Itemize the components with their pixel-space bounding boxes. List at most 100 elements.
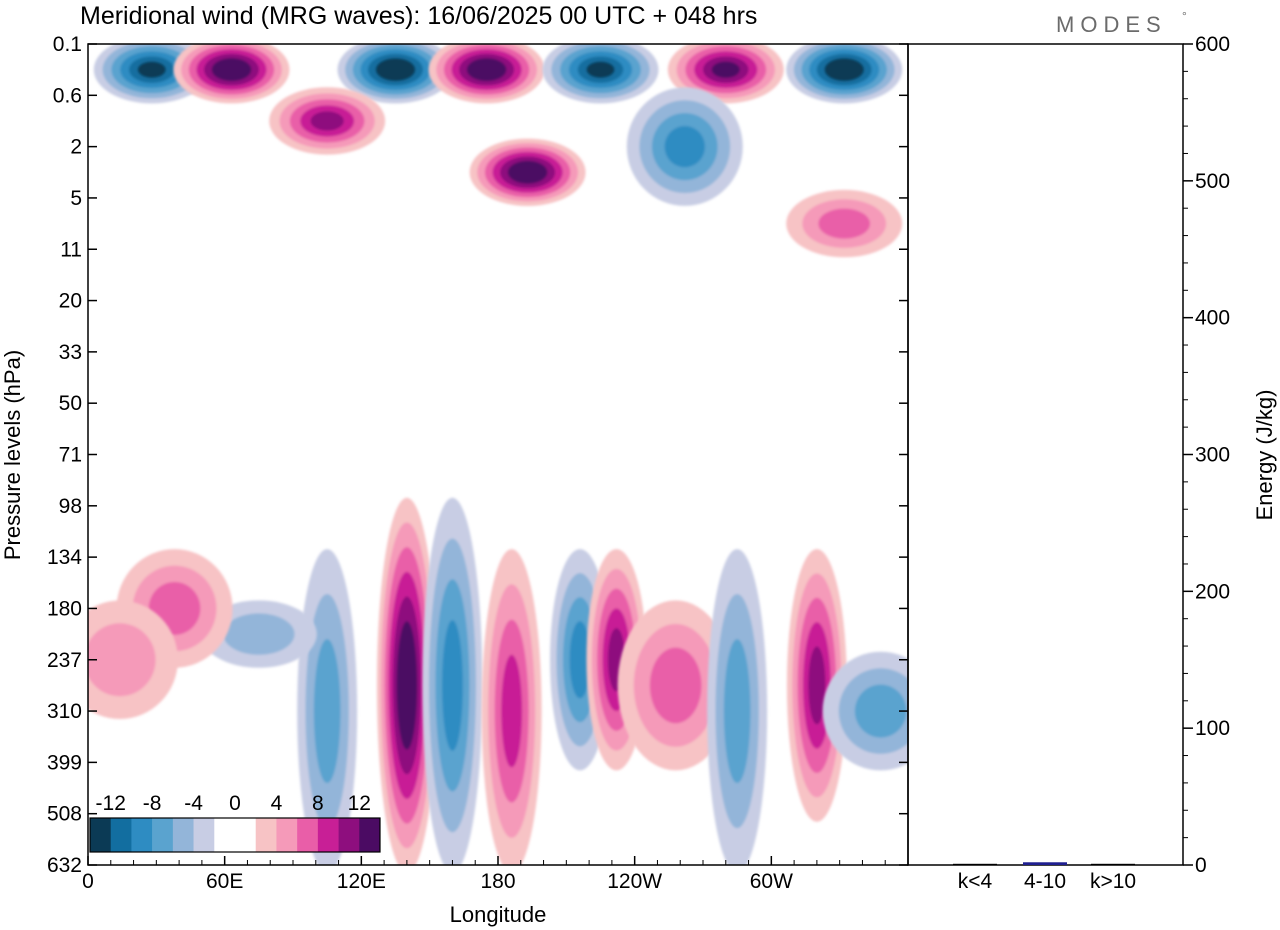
pressure-tick-label: 0.1 [53, 33, 82, 56]
energy-bar [1023, 862, 1067, 865]
x-axis-label: Longitude [450, 902, 547, 927]
heatmap-contours [88, 44, 908, 865]
contour-band [664, 126, 705, 168]
longitude-tick-label: 60W [750, 870, 793, 893]
energy-category-label: k<4 [958, 870, 993, 893]
contour-band [501, 654, 523, 768]
pressure-tick-label: 50 [59, 392, 82, 415]
pressure-tick-label: 134 [47, 546, 82, 569]
contour-band [832, 62, 857, 77]
colorbar-swatch [255, 818, 277, 852]
positive-wind-anomaly [376, 497, 437, 865]
positive-wind-anomaly [786, 189, 903, 258]
pressure-tick-label: 310 [47, 700, 82, 723]
longitude-axis: 0 60E 120E 180 120W 60W [82, 856, 886, 893]
pressure-tick-label: 20 [59, 290, 82, 313]
energy-category-label: 4-10 [1024, 870, 1066, 893]
energy-category-label: k>10 [1090, 870, 1136, 893]
colorbar-swatch [172, 818, 194, 852]
contour-band [808, 646, 826, 725]
energy-frame [907, 43, 1184, 866]
negative-wind-anomaly [626, 87, 743, 206]
positive-wind-anomaly [88, 600, 178, 720]
negative-wind-anomaly [707, 549, 768, 865]
energy-panel: 0 100 200 300 400 500 600 k<4 4-10 k>10 Energy (… [907, 33, 1277, 893]
energy-bar [953, 863, 997, 865]
colorbar-tick-label: 0 [229, 792, 241, 815]
colorbar-tick-label: 12 [348, 792, 371, 815]
pressure-tick-label: 11 [60, 238, 82, 261]
colorbar-tick-label: -8 [143, 792, 162, 815]
energy-bar [1091, 863, 1135, 865]
positive-wind-anomaly [481, 549, 542, 865]
longitude-tick-label: 0 [82, 870, 94, 893]
colorbar-swatch [214, 818, 236, 852]
positive-wind-anomaly [786, 549, 847, 822]
pressure-tick-label: 180 [47, 597, 82, 620]
contour-band [137, 61, 166, 78]
pressure-tick-label: 33 [59, 341, 82, 364]
pressure-tick-label: 0.6 [53, 84, 82, 107]
y-axis-label: Pressure levels (hPa) [0, 350, 25, 560]
contour-band [442, 620, 463, 751]
contour-band [88, 623, 156, 697]
brand-logo-mark: ° [1182, 9, 1187, 23]
negative-wind-anomaly [822, 651, 908, 771]
contour-band [711, 61, 740, 78]
colorbar-tick-label: -4 [184, 792, 203, 815]
positive-wind-anomaly [617, 600, 734, 771]
energy-axis: 0 100 200 300 400 500 600 [1183, 33, 1230, 877]
contour-band [854, 684, 907, 738]
positive-wind-anomaly [469, 138, 586, 206]
energy-tick-label: 600 [1195, 33, 1230, 56]
pressure-tick-label: 5 [70, 187, 82, 210]
heatmap-panel: -12 -8 -4 0 4 8 12 0.1 0.6 2 5 11 20 33 50 71 98 134 180 2… [0, 33, 909, 927]
contour-band [313, 639, 341, 784]
colorbar-swatch [110, 818, 132, 852]
contour-band [383, 62, 408, 77]
colorbar-swatch [152, 818, 174, 852]
energy-tick-label: 100 [1195, 717, 1230, 740]
energy-tick-label: 200 [1195, 580, 1230, 603]
energy-categories: k<4 4-10 k>10 [958, 870, 1136, 893]
pressure-tick-label: 508 [47, 803, 82, 826]
negative-wind-anomaly [786, 44, 903, 104]
contour-band [723, 639, 751, 784]
energy-tick-label: 400 [1195, 307, 1230, 330]
contour-band [219, 62, 244, 77]
pressure-tick-label: 399 [47, 751, 82, 774]
colorbar-swatch [193, 818, 215, 852]
negative-wind-anomaly [422, 497, 483, 865]
positive-wind-anomaly [269, 87, 386, 155]
contour-band [586, 61, 615, 78]
longitude-tick-label: 120E [337, 870, 386, 893]
pressure-tick-label: 632 [47, 854, 82, 877]
contour-band [474, 62, 499, 77]
colorbar-swatch [276, 818, 298, 852]
energy-tick-label: 500 [1195, 170, 1230, 193]
colorbar-swatch [338, 818, 360, 852]
colorbar-swatch [235, 818, 257, 852]
energy-axis-label: Energy (J/kg) [1252, 390, 1277, 521]
colorbar-swatch [131, 818, 153, 852]
contour-band [515, 165, 540, 180]
colorbar-tick-label: -12 [96, 792, 126, 815]
negative-wind-anomaly [337, 44, 454, 104]
pressure-axis: 0.1 0.6 2 5 11 20 33 50 71 98 134 180 237 310 399 508 63… [47, 33, 908, 877]
colorbar-swatch [359, 818, 381, 852]
contour-band [649, 647, 702, 724]
brand-logo: MODES [1056, 12, 1167, 37]
energy-bars [953, 862, 1135, 865]
energy-tick-label: 0 [1195, 854, 1207, 877]
contour-band [569, 621, 591, 699]
contour-band [818, 208, 871, 239]
contour-band [223, 613, 295, 655]
colorbar-swatch [297, 818, 319, 852]
positive-wind-anomaly [173, 44, 290, 104]
pressure-tick-label: 2 [70, 136, 82, 159]
pressure-tick-label: 237 [47, 649, 82, 672]
positive-wind-anomaly [428, 44, 545, 104]
positive-wind-anomaly [667, 44, 784, 104]
pressure-tick-label: 98 [59, 495, 82, 518]
